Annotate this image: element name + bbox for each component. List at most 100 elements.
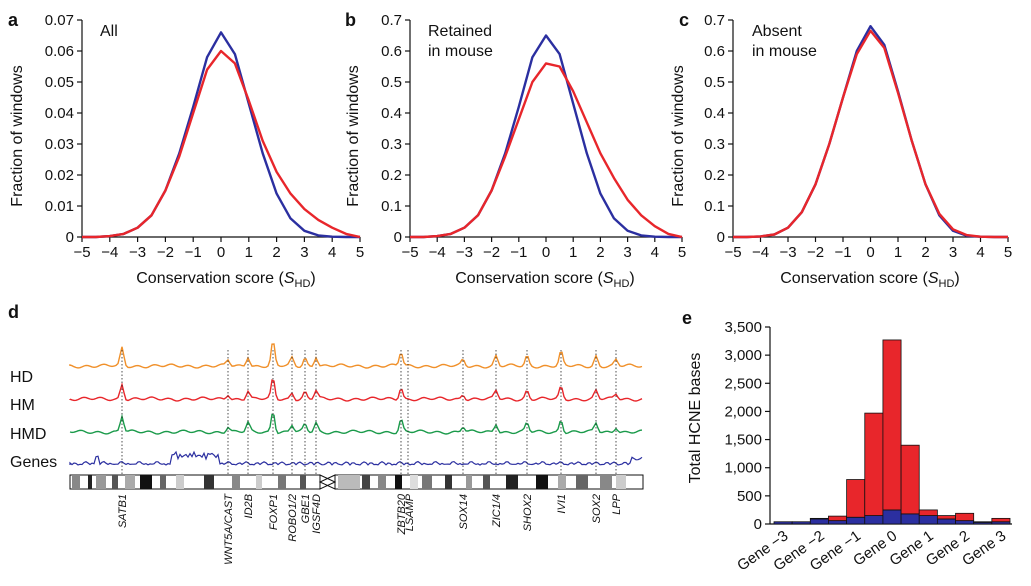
panel-b-x-tick-label: −4 xyxy=(429,244,446,261)
panel-c-x-label-var: S xyxy=(928,270,939,287)
panel-b-series-line-1 xyxy=(410,34,682,239)
panel-a-x-tick-label: −2 xyxy=(157,244,174,261)
panel-c-plot: 0 0.1 0.2 0.3 0.4 0.5 0.6 0.7 −5 −4 −3 −2 −1 0 1 2 3 4 5 xyxy=(704,12,1012,261)
panel-e-y-tick-label: 2,500 xyxy=(724,375,762,392)
chromosome-band xyxy=(88,475,92,489)
panel-a-x-tick-label: 4 xyxy=(328,244,336,261)
panel-a-x-tick-label: 5 xyxy=(356,244,364,261)
gene-label: SOX2 xyxy=(591,494,603,523)
panel-c-y-tick-label: 0.1 xyxy=(704,198,725,215)
panel-a-x-label-var: S xyxy=(284,270,295,287)
panel-c-x-tick-label: −5 xyxy=(724,244,741,261)
chromosome-band xyxy=(483,475,490,489)
panel-a-x-tick-label: 2 xyxy=(272,244,280,261)
panel-e-bar-red-10 xyxy=(936,515,956,520)
panel-a-x-tick-label: 0 xyxy=(217,244,225,261)
panel-label-b: b xyxy=(345,10,356,30)
panel-c-x-tick-label: 1 xyxy=(894,244,902,261)
panel-a-y-tick-label: 0.05 xyxy=(45,74,74,91)
chromosome-band xyxy=(616,475,626,489)
panel-e-y-tick-label: 1,500 xyxy=(724,432,762,449)
panel-b-x-tick-label: 4 xyxy=(651,244,659,261)
chromosome-band xyxy=(558,475,566,489)
panel-e-y-axis-label: Total HCNE bases xyxy=(687,353,704,484)
panel-a-x-axis-label: Conservation score (SHD) xyxy=(136,270,316,290)
chromosome-band xyxy=(576,475,588,489)
chromosome-band xyxy=(204,475,214,489)
gene-label: SATB1 xyxy=(117,494,129,528)
gene-label: ZBTB20 xyxy=(396,493,408,535)
panel-a-x-tick-label: 1 xyxy=(245,244,253,261)
panel-b-y-tick-label: 0.7 xyxy=(381,12,402,29)
panel-c-x-tick-label: −2 xyxy=(807,244,824,261)
panel-e-y-tick-label: 1,000 xyxy=(724,460,762,477)
panel-b-x-tick-label: 3 xyxy=(623,244,631,261)
panel-b-x-tick-label: 1 xyxy=(569,244,577,261)
panel-c-x-tick-label: −3 xyxy=(779,244,796,261)
chromosome-band xyxy=(445,475,452,489)
panel-b-annotation-line-2: in mouse xyxy=(428,43,493,60)
gene-label: ROBO1/2 xyxy=(287,494,299,542)
panel-b-x-tick-label: 5 xyxy=(678,244,686,261)
panel-a-annotation: All xyxy=(100,23,118,40)
panel-e-bar-blue-7 xyxy=(882,509,902,525)
chromosome-band xyxy=(466,475,472,489)
panel-e-y-tick-label: 0 xyxy=(754,516,762,533)
panel-c-x-tick-label: 2 xyxy=(921,244,929,261)
panel-e-bar-blue-6 xyxy=(864,515,884,525)
chromosome-band xyxy=(72,475,80,489)
panel-c-y-tick-label: 0.2 xyxy=(704,167,725,184)
panel-b-annotation-line-1: Retained xyxy=(428,23,492,40)
panel-c-annotation-line-2: in mouse xyxy=(752,43,817,60)
panel-a-x-tick-label: −3 xyxy=(129,244,146,261)
panel-b-x-tick-label: 2 xyxy=(596,244,604,261)
chromosome-band xyxy=(300,475,306,489)
track-label-hmd: HMD xyxy=(10,426,46,443)
panel-b-y-tick-label: 0.1 xyxy=(381,198,402,215)
panel-b-plot: 0 0.1 0.2 0.3 0.4 0.5 0.6 0.7 −5 −4 −3 −2 −1 0 1 2 3 4 5 xyxy=(381,12,686,261)
gene-label: GBE1 xyxy=(300,494,312,523)
panel-c-x-label-main: Conservation score ( xyxy=(780,270,928,287)
panel-e-bar-red-9 xyxy=(918,509,938,516)
panel-label-d: d xyxy=(8,302,19,322)
panel-d: d HD HM HMD Genes SATB1 WNT5A/CAST ID2B FOXP1 RO… xyxy=(8,302,644,565)
panel-c: c Absent in mouse Fraction of windows Con… xyxy=(670,10,1012,290)
panel-e-bar-red-6 xyxy=(864,412,884,516)
track-label-hd: HD xyxy=(10,369,33,386)
panel-a-series-line-2 xyxy=(82,49,361,239)
panel-a-x-tick-label: −4 xyxy=(101,244,118,261)
panel-b-x-tick-label: −1 xyxy=(510,244,527,261)
gene-label: LSAMP xyxy=(404,493,416,531)
panel-a: a All Fraction of windows Conservation s… xyxy=(8,10,364,290)
gene-label: IVI1 xyxy=(556,494,568,514)
panel-a-y-tick-label: 0.06 xyxy=(45,43,74,60)
panel-a-series-line-1 xyxy=(82,31,360,239)
panel-a-x-label-main: Conservation score ( xyxy=(136,270,284,287)
chromosome-band xyxy=(410,475,418,489)
panel-e-bar-blue-11 xyxy=(955,520,975,525)
panel-c-y-tick-label: 0.6 xyxy=(704,43,725,60)
chromosome-band xyxy=(96,475,106,489)
track-line-genes xyxy=(69,450,643,466)
chromosome-band xyxy=(506,475,518,489)
gene-label: SHOX2 xyxy=(522,494,534,531)
panel-e-bar-red-5 xyxy=(846,479,866,518)
track-line-hmd xyxy=(69,413,643,435)
panel-e-y-tick-label: 500 xyxy=(737,488,762,505)
panel-a-y-tick-label: 0.02 xyxy=(45,167,74,184)
panel-c-annotation: Absent in mouse xyxy=(752,23,817,60)
chromosome-band xyxy=(125,475,135,489)
panel-a-y-tick-label: 0.01 xyxy=(45,198,74,215)
panel-e-bar-red-4 xyxy=(828,515,848,522)
panel-a-annotation-line-1: All xyxy=(100,23,118,40)
panel-a-x-tick-label: −1 xyxy=(185,244,202,261)
panel-e-y-tick-label: 3,500 xyxy=(724,319,762,336)
panel-c-annotation-line-1: Absent xyxy=(752,23,802,40)
chromosome-band xyxy=(338,475,360,489)
panel-c-y-tick-label: 0.3 xyxy=(704,136,725,153)
chromosome-band xyxy=(256,475,262,489)
panel-c-x-tick-label: 3 xyxy=(949,244,957,261)
panel-d-tracks: HD HM HMD Genes SATB1 WNT5A/CAST ID2B FOXP1 ROBO… xyxy=(10,343,644,565)
panel-c-y-tick-label: 0 xyxy=(717,229,725,246)
chromosome-band xyxy=(278,475,286,489)
